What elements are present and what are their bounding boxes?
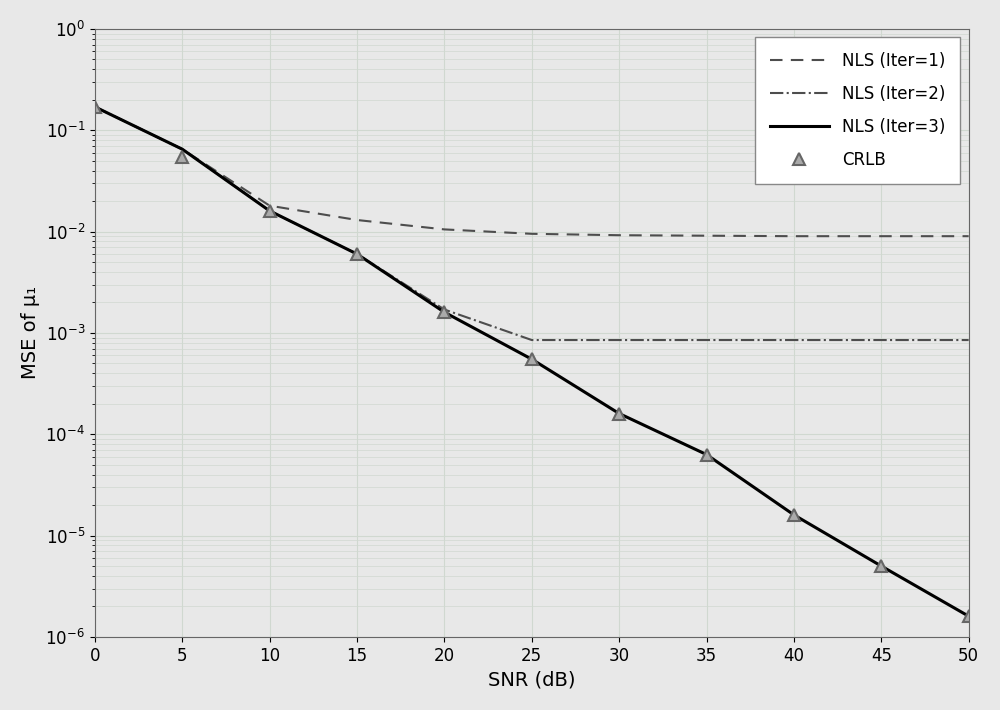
CRLB [264,207,276,215]
NLS (Iter=2) [351,250,363,258]
Line: NLS (Iter=2): NLS (Iter=2) [95,107,969,340]
CRLB [526,355,538,364]
NLS (Iter=2) [176,145,188,153]
NLS (Iter=1) [875,232,887,241]
NLS (Iter=1) [788,232,800,241]
NLS (Iter=3) [788,510,800,519]
NLS (Iter=3) [701,450,713,459]
CRLB [176,152,188,160]
NLS (Iter=1) [438,225,450,234]
NLS (Iter=3) [176,145,188,153]
NLS (Iter=3) [613,409,625,417]
CRLB [963,612,975,621]
NLS (Iter=1) [526,229,538,238]
NLS (Iter=2) [438,305,450,314]
NLS (Iter=1) [264,202,276,210]
NLS (Iter=2) [963,336,975,344]
X-axis label: SNR (dB): SNR (dB) [488,670,576,689]
NLS (Iter=2) [89,103,101,111]
CRLB [89,103,101,111]
CRLB [351,250,363,258]
NLS (Iter=3) [438,308,450,317]
NLS (Iter=3) [264,207,276,215]
NLS (Iter=3) [963,612,975,621]
NLS (Iter=2) [788,336,800,344]
Line: CRLB: CRLB [89,101,975,623]
NLS (Iter=1) [701,231,713,240]
NLS (Iter=3) [351,250,363,258]
NLS (Iter=1) [963,232,975,241]
CRLB [438,308,450,317]
NLS (Iter=2) [264,207,276,215]
NLS (Iter=2) [613,336,625,344]
NLS (Iter=1) [613,231,625,239]
NLS (Iter=1) [176,145,188,153]
NLS (Iter=3) [875,562,887,570]
Line: NLS (Iter=1): NLS (Iter=1) [95,107,969,236]
CRLB [613,409,625,417]
CRLB [875,562,887,570]
CRLB [788,510,800,519]
NLS (Iter=3) [89,103,101,111]
Line: NLS (Iter=3): NLS (Iter=3) [95,107,969,616]
NLS (Iter=1) [351,216,363,224]
Y-axis label: MSE of μ₁: MSE of μ₁ [21,286,40,379]
CRLB [701,450,713,459]
NLS (Iter=2) [526,336,538,344]
NLS (Iter=2) [701,336,713,344]
NLS (Iter=2) [875,336,887,344]
Legend: NLS (Iter=1), NLS (Iter=2), NLS (Iter=3), CRLB: NLS (Iter=1), NLS (Iter=2), NLS (Iter=3)… [755,37,960,184]
NLS (Iter=1) [89,103,101,111]
NLS (Iter=3) [526,355,538,364]
